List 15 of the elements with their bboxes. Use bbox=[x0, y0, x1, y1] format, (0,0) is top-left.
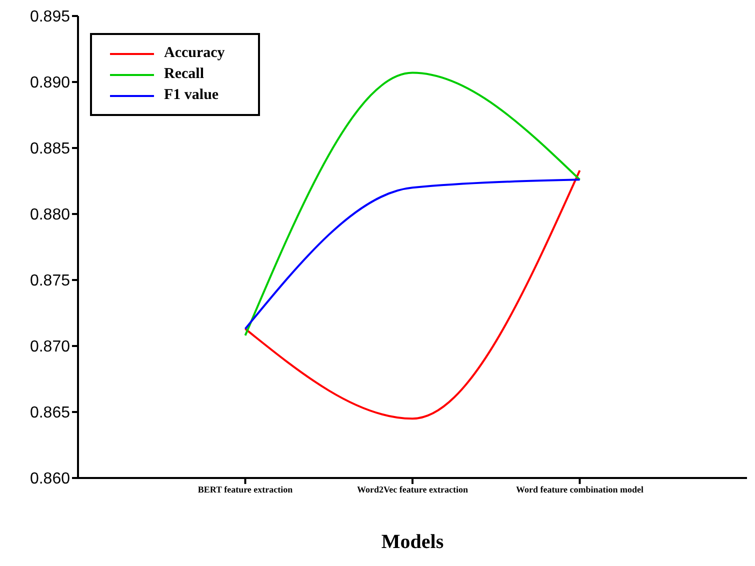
legend-label: F1 value bbox=[164, 87, 219, 104]
y-tick-label: 0.880 bbox=[30, 206, 70, 224]
y-tick-label: 0.875 bbox=[30, 272, 70, 290]
y-tick-label: 0.870 bbox=[30, 338, 70, 356]
x-tick-label: Word feature combination model bbox=[516, 484, 644, 494]
y-tick-label: 0.885 bbox=[30, 140, 70, 158]
y-tick-label: 0.865 bbox=[30, 404, 70, 422]
x-axis-title: Models bbox=[380, 531, 445, 554]
y-tick-label: 0.890 bbox=[30, 74, 70, 92]
y-tick-label: 0.895 bbox=[30, 8, 70, 26]
x-tick-label: BERT feature extraction bbox=[198, 484, 293, 494]
y-tick-label: 0.860 bbox=[30, 470, 70, 488]
x-tick-label: Word2Vec feature extraction bbox=[357, 484, 468, 494]
legend-label: Accuracy bbox=[164, 45, 225, 62]
legend-label: Recall bbox=[164, 66, 204, 83]
